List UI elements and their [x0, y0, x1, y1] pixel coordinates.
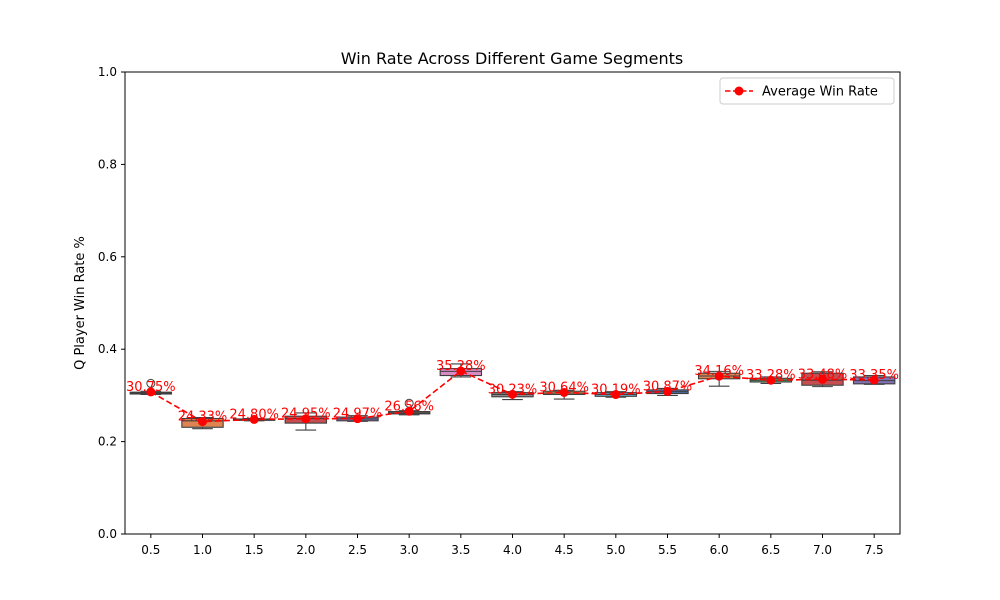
average-win-rate-point-6.0 [714, 371, 724, 381]
x-tick-label: 4.5 [555, 543, 574, 557]
average-win-rate-point-4.0 [508, 389, 517, 399]
y-tick-label: 0.6 [98, 250, 117, 264]
x-tick-label: 5.0 [606, 543, 625, 557]
data-label-5.0: 30.19% [591, 383, 641, 398]
x-tick-label: 1.5 [245, 543, 264, 557]
average-win-rate-point-5.0 [611, 390, 621, 400]
legend-frame [719, 77, 895, 105]
legend-entry-average-win-rate: Average Win Rate [762, 85, 878, 100]
average-win-rate-point-6.5 [766, 375, 776, 385]
average-win-rate-point-3.0 [404, 406, 414, 416]
data-label-6.5: 33.28% [746, 368, 796, 383]
y-tick-label: 0.4 [98, 342, 117, 356]
y-tick-label: 0.0 [98, 527, 117, 541]
x-tick-label: 6.5 [761, 543, 780, 557]
average-win-rate-point-5.5 [663, 386, 672, 396]
x-tick-label: 1.0 [193, 543, 212, 557]
x-tick-label: 2.0 [296, 543, 315, 557]
data-label-1.0: 24.33% [178, 410, 228, 425]
data-label-4.0: 30.23% [488, 382, 538, 397]
chart-title: Win Rate Across Different Game Segments [341, 49, 683, 68]
axes-layer: 0.0 0.2 0.4 0.6 0.8 1.0 0.5 1.0 1.5 2.0 2.5 3.0 3.5 4… [98, 65, 901, 557]
x-tick-label: 7.5 [865, 543, 884, 557]
data-label-2.0: 24.95% [281, 407, 331, 422]
y-tick-label: 1.0 [98, 65, 117, 79]
average-win-rate-point-7.5 [869, 375, 879, 385]
data-label-4.5: 30.64% [539, 380, 589, 395]
y-tick-label: 0.8 [98, 157, 117, 171]
y-axis-title: Q Player Win Rate % [73, 236, 88, 370]
x-tick-label: 5.5 [658, 543, 677, 557]
data-label-7.5: 33.35% [849, 368, 899, 383]
x-tick-label: 0.5 [141, 543, 160, 557]
x-tick-label: 2.5 [348, 543, 367, 557]
x-tick-label: 7.0 [813, 543, 832, 557]
average-win-rate-point-4.5 [559, 387, 569, 397]
y-tick-label: 0.2 [98, 435, 117, 449]
data-label-6.0: 34.16% [694, 364, 744, 379]
data-label-3.5: 35.28% [436, 359, 486, 374]
average-win-rate-point-7.0 [818, 374, 827, 384]
data-label-3.0: 26.56% [384, 399, 434, 414]
x-tick-label: 3.0 [400, 543, 419, 557]
x-tick-label: 3.5 [451, 543, 470, 557]
data-label-7.0: 33.48% [798, 367, 848, 382]
data-label-5.5: 30.87% [643, 379, 693, 394]
data-label-2.5: 24.97% [333, 407, 383, 422]
legend: Average Win Rate [719, 77, 895, 105]
average-win-rate-point-0.5 [146, 387, 156, 397]
data-labels-layer: 30.75%24.33% 24.80% 24.95% 24.97% 26.56% 35.2… [126, 359, 899, 425]
box-outlier [146, 378, 156, 388]
average-win-rate-point-3.5 [456, 366, 466, 376]
average-win-rate-point-1.5 [249, 414, 259, 424]
x-tick-label: 6.0 [710, 543, 729, 557]
data-label-0.5: 30.75% [126, 380, 176, 395]
x-tick-label: 4.0 [503, 543, 522, 557]
average-win-rate-point-2.0 [301, 414, 311, 424]
series-layer [146, 366, 879, 427]
legend-marker-swatch [734, 86, 744, 96]
data-label-1.5: 24.80% [229, 407, 279, 422]
average-win-rate-point-2.5 [353, 414, 362, 424]
average-win-rate-point-1.0 [198, 417, 207, 427]
